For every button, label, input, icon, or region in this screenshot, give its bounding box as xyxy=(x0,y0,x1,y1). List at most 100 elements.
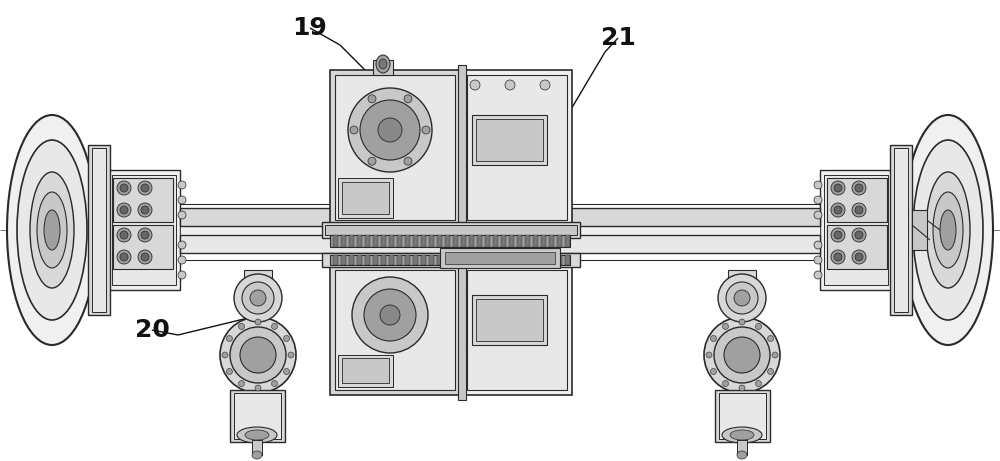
Ellipse shape xyxy=(378,118,402,142)
Bar xyxy=(467,270,567,390)
Ellipse shape xyxy=(706,352,712,358)
Ellipse shape xyxy=(814,271,822,279)
Bar xyxy=(113,178,173,222)
Bar xyxy=(335,270,455,390)
Bar xyxy=(325,225,577,235)
Bar xyxy=(108,195,176,265)
Ellipse shape xyxy=(245,430,269,440)
Ellipse shape xyxy=(710,336,716,342)
Ellipse shape xyxy=(718,274,766,322)
Bar xyxy=(458,265,466,400)
Ellipse shape xyxy=(220,317,296,393)
Ellipse shape xyxy=(120,206,128,214)
Bar xyxy=(341,235,346,247)
Ellipse shape xyxy=(814,256,822,264)
Ellipse shape xyxy=(141,184,149,192)
Bar xyxy=(437,255,442,265)
Bar xyxy=(469,255,474,265)
Ellipse shape xyxy=(834,184,842,192)
Ellipse shape xyxy=(704,317,780,393)
Ellipse shape xyxy=(7,115,97,345)
Bar xyxy=(357,235,362,247)
Bar xyxy=(485,235,490,247)
Ellipse shape xyxy=(855,231,863,239)
Ellipse shape xyxy=(404,157,412,165)
Bar xyxy=(421,235,426,247)
Bar xyxy=(472,115,547,165)
Bar xyxy=(373,255,378,265)
Ellipse shape xyxy=(834,206,842,214)
Bar xyxy=(549,255,554,265)
Bar xyxy=(461,255,466,265)
Ellipse shape xyxy=(284,368,290,374)
Ellipse shape xyxy=(855,206,863,214)
Ellipse shape xyxy=(470,80,480,90)
Ellipse shape xyxy=(272,324,278,330)
Ellipse shape xyxy=(239,324,244,330)
Ellipse shape xyxy=(138,203,152,217)
Bar xyxy=(389,235,394,247)
Bar xyxy=(493,235,498,247)
Ellipse shape xyxy=(714,327,770,383)
Bar xyxy=(413,255,418,265)
Bar xyxy=(737,440,747,455)
Bar xyxy=(501,255,506,265)
Bar xyxy=(429,255,434,265)
Bar xyxy=(338,355,393,387)
Ellipse shape xyxy=(141,231,149,239)
Ellipse shape xyxy=(178,196,186,204)
Ellipse shape xyxy=(138,181,152,195)
Ellipse shape xyxy=(772,352,778,358)
Bar xyxy=(453,255,458,265)
Bar xyxy=(413,235,418,247)
Ellipse shape xyxy=(724,337,760,373)
Bar xyxy=(88,145,110,315)
Ellipse shape xyxy=(141,253,149,261)
Bar xyxy=(112,175,176,285)
Bar xyxy=(477,255,482,265)
Bar xyxy=(373,235,378,247)
Bar xyxy=(509,255,514,265)
Bar xyxy=(476,299,543,341)
Ellipse shape xyxy=(288,352,294,358)
Bar xyxy=(824,175,888,285)
Bar xyxy=(108,170,180,290)
Ellipse shape xyxy=(255,319,261,325)
Bar xyxy=(341,255,346,265)
Bar xyxy=(493,255,498,265)
Ellipse shape xyxy=(120,253,128,261)
Ellipse shape xyxy=(350,126,358,134)
Bar xyxy=(342,358,389,383)
Bar xyxy=(244,270,272,300)
Bar xyxy=(349,255,354,265)
Bar xyxy=(92,148,106,312)
Ellipse shape xyxy=(30,172,74,288)
Bar xyxy=(397,255,402,265)
Ellipse shape xyxy=(117,181,131,195)
Ellipse shape xyxy=(722,324,728,330)
Ellipse shape xyxy=(44,210,60,250)
Ellipse shape xyxy=(239,381,244,387)
Ellipse shape xyxy=(834,253,842,261)
Ellipse shape xyxy=(178,256,186,264)
Ellipse shape xyxy=(831,228,845,242)
Ellipse shape xyxy=(368,95,376,103)
Bar xyxy=(335,75,455,220)
Bar xyxy=(445,252,555,264)
Bar xyxy=(180,218,820,242)
Ellipse shape xyxy=(284,336,290,342)
Bar xyxy=(462,265,572,395)
Ellipse shape xyxy=(768,336,774,342)
Bar xyxy=(820,170,892,290)
Ellipse shape xyxy=(814,211,822,219)
Ellipse shape xyxy=(138,228,152,242)
Ellipse shape xyxy=(940,210,956,250)
Bar xyxy=(330,255,570,265)
Ellipse shape xyxy=(240,337,276,373)
Bar xyxy=(357,255,362,265)
Ellipse shape xyxy=(903,115,993,345)
Bar xyxy=(894,148,908,312)
Bar xyxy=(557,255,562,265)
Bar xyxy=(365,235,370,247)
Ellipse shape xyxy=(237,427,277,443)
